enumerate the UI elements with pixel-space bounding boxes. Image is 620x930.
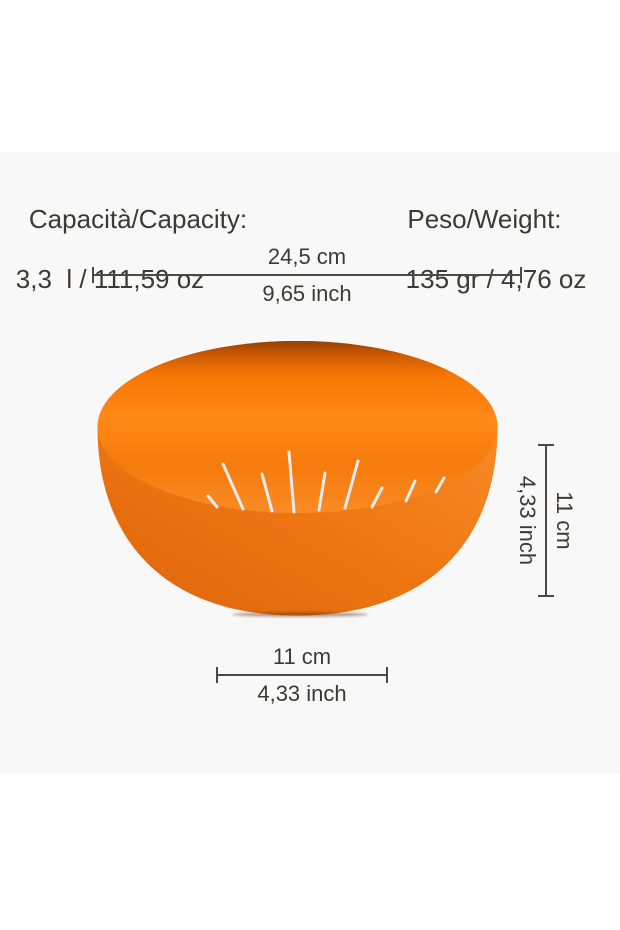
ground-shadow <box>232 612 368 617</box>
weight-value: 135 gr / 4,76 oz <box>405 264 587 294</box>
base-imperial-label: 4,33 inch <box>257 681 347 706</box>
colander-image <box>60 325 540 625</box>
base-dimension: 11 cm 4,33 inch <box>216 644 388 707</box>
base-dimension-line <box>216 667 388 683</box>
weight-spec: Peso/Weight: 135 gr / 4,76 oz <box>352 174 588 354</box>
capacity-label: Capacità/Capacity: <box>28 204 248 234</box>
width-metric-label: 24,5 cm <box>267 244 347 269</box>
width-dimension: 24,5 cm 9,65 inch <box>92 244 522 307</box>
base-metric-label: 11 cm <box>272 644 332 669</box>
height-imperial-label: 4,33 inch <box>515 475 540 566</box>
bowl-rim-shadow <box>97 341 498 513</box>
height-dimension-line <box>545 444 547 597</box>
height-metric-label: 11 cm <box>552 491 577 550</box>
drain-slots <box>206 450 446 514</box>
capacity-spec: Capacità/Capacity: 3,3 l / 111,59 oz <box>0 174 247 354</box>
capacity-value: 3,3 l / 111,59 oz <box>15 264 205 294</box>
weight-label: Peso/Weight: <box>407 204 562 234</box>
colander-drawing <box>97 340 498 617</box>
width-dimension-line <box>92 267 522 283</box>
height-dimension: 11 cm 4,33 inch <box>514 444 577 597</box>
width-imperial-label: 9,65 inch <box>262 281 352 306</box>
